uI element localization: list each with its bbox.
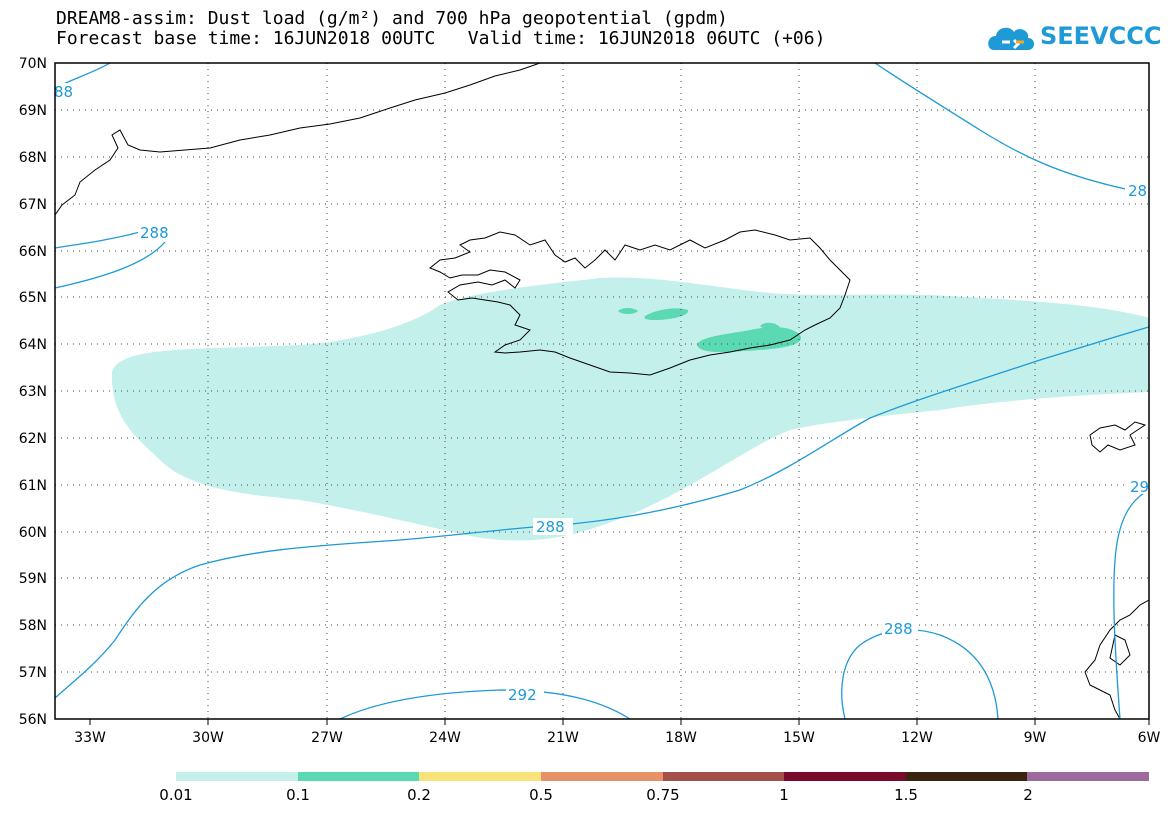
lat-label: 66N bbox=[19, 244, 47, 260]
contour-line-292-east bbox=[1113, 489, 1149, 719]
contour-label: 292 bbox=[508, 686, 537, 704]
lat-label: 63N bbox=[19, 384, 47, 400]
lat-label: 62N bbox=[19, 431, 47, 447]
contour-label: 288 bbox=[536, 518, 565, 536]
colorbar-label: 2 bbox=[1023, 786, 1033, 804]
lat-label: 59N bbox=[19, 571, 47, 587]
dust-region-mid bbox=[697, 327, 801, 353]
dust-region-mid bbox=[618, 308, 638, 314]
contour-labels: 88 288 28 288 29 288 292 bbox=[54, 83, 1149, 704]
colorbar-swatch bbox=[419, 772, 541, 781]
lat-label: 58N bbox=[19, 618, 47, 634]
dust-region-mid bbox=[760, 322, 780, 330]
contour-line-288-southeast bbox=[841, 629, 999, 719]
contour-line-288-northeast bbox=[874, 63, 1131, 191]
lon-label: 6W bbox=[1138, 730, 1161, 746]
contour-line-288-west-lower bbox=[55, 241, 166, 289]
colorbar-swatch bbox=[662, 772, 785, 781]
lat-label: 68N bbox=[19, 150, 47, 166]
lon-label: 21W bbox=[547, 730, 579, 746]
colorbar-label: 1.5 bbox=[894, 786, 918, 804]
graticule bbox=[55, 63, 1149, 719]
map-frame bbox=[54, 62, 1150, 720]
colorbar-label: 0.2 bbox=[407, 786, 431, 804]
contour-label: 288 bbox=[140, 224, 169, 242]
colorbar-swatch bbox=[1027, 772, 1149, 781]
lat-label: 57N bbox=[19, 665, 47, 681]
colorbar bbox=[176, 772, 1149, 781]
faroe-coast bbox=[1089, 421, 1147, 453]
contour-line-288-west bbox=[55, 231, 141, 249]
greenland-coast bbox=[55, 63, 541, 216]
colorbar-swatch bbox=[784, 772, 906, 781]
lat-label: 64N bbox=[19, 337, 47, 353]
contour-label: 29 bbox=[1130, 478, 1149, 496]
lon-label: 18W bbox=[665, 730, 697, 746]
dust-region-mid bbox=[644, 308, 689, 320]
colorbar-label: 1 bbox=[779, 786, 789, 804]
contour-line-292-south bbox=[339, 689, 631, 719]
axis-ticks bbox=[89, 719, 1150, 725]
dust-region-low bbox=[111, 277, 1149, 541]
lat-label: 69N bbox=[19, 103, 47, 119]
lon-label: 24W bbox=[429, 730, 461, 746]
contour-label: 288 bbox=[884, 620, 913, 638]
lon-label: 30W bbox=[192, 730, 224, 746]
colorbar-swatch bbox=[297, 772, 420, 781]
contour-label: 28 bbox=[1128, 182, 1147, 200]
map-title: DREAM8-assim: Dust load (g/m²) and 700 h… bbox=[56, 8, 728, 29]
colorbar-swatch bbox=[540, 772, 663, 781]
colorbar-label: 0.1 bbox=[286, 786, 310, 804]
lat-label: 56N bbox=[19, 712, 47, 728]
cloud-logo-icon bbox=[988, 27, 1034, 50]
lat-label: 70N bbox=[19, 56, 47, 72]
lon-label: 15W bbox=[783, 730, 815, 746]
colorbar-label: 0.01 bbox=[159, 786, 193, 804]
lon-label: 9W bbox=[1024, 730, 1047, 746]
scotland-islands-coast bbox=[1109, 634, 1131, 666]
colorbar-label: 0.5 bbox=[529, 786, 553, 804]
iceland-coast bbox=[429, 229, 851, 376]
lat-label: 65N bbox=[19, 290, 47, 306]
contour-label: 88 bbox=[54, 83, 73, 101]
lon-label: 12W bbox=[901, 730, 933, 746]
colorbar-label: 0.75 bbox=[646, 786, 680, 804]
lat-label: 61N bbox=[19, 478, 47, 494]
lon-label: 27W bbox=[311, 730, 343, 746]
logo-text: SEEVCCC bbox=[1040, 22, 1162, 50]
lat-label: 67N bbox=[19, 197, 47, 213]
scotland-coast bbox=[1084, 599, 1149, 719]
coastlines bbox=[55, 63, 1149, 719]
map-subtitle: Forecast base time: 16JUN2018 00UTC Vali… bbox=[56, 28, 826, 49]
colorbar-swatch bbox=[176, 772, 298, 781]
colorbar-swatch bbox=[905, 772, 1028, 781]
lat-label: 60N bbox=[19, 525, 47, 541]
lon-label: 33W bbox=[74, 730, 106, 746]
